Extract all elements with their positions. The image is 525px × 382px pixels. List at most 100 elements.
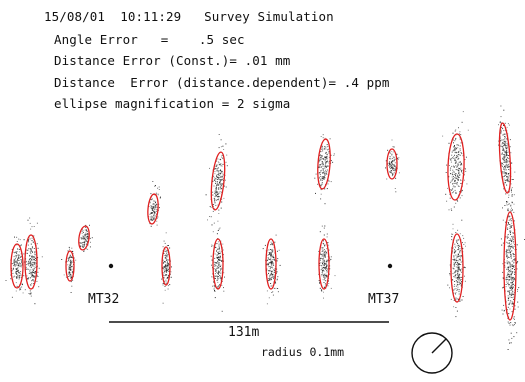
scatter-point (217, 272, 219, 274)
scatter-point (16, 268, 18, 270)
scatter-point (214, 253, 216, 255)
scatter-point (277, 291, 279, 293)
scatter-point (506, 202, 507, 204)
scatter-point (453, 191, 455, 193)
scatter-point (507, 245, 509, 247)
scatter-point (509, 302, 511, 304)
scatter-point (453, 171, 455, 173)
scatter-point (511, 303, 513, 305)
scatter-point (30, 228, 32, 230)
scatter-point (13, 260, 15, 262)
scatter-point (457, 185, 459, 187)
scatter-point (18, 238, 20, 240)
scatter-point (11, 270, 13, 272)
scatter-point (321, 177, 323, 179)
scatter-point (455, 259, 457, 261)
scatter-point (218, 198, 220, 200)
scatter-point (452, 273, 454, 275)
scatter-point (33, 248, 35, 249)
scatter-point (505, 164, 507, 166)
scatter-point (510, 276, 512, 278)
scatter-point (321, 290, 323, 292)
scatter-point (505, 221, 507, 223)
scatter-point (29, 284, 31, 286)
scatter-point (451, 158, 453, 159)
scatter-point (214, 193, 216, 194)
scatter-point (222, 157, 224, 159)
scatter-point (453, 142, 454, 144)
scatter-point (82, 235, 84, 237)
scatter-point (217, 191, 219, 193)
scatter-point (169, 284, 171, 286)
scatter-point (218, 267, 220, 269)
scatter-point (455, 162, 457, 163)
scatter-point (72, 253, 74, 255)
scatter-point (215, 265, 217, 267)
scatter-point (507, 177, 509, 179)
scatter-point (156, 217, 158, 219)
scatter-point (450, 208, 452, 210)
scatter-point (456, 281, 458, 283)
scatter-point (451, 180, 453, 182)
scatter-point (83, 241, 85, 243)
scatter-point (29, 290, 31, 292)
scatter-point (35, 266, 37, 268)
scatter-point (216, 255, 218, 257)
scatter-point (451, 151, 453, 153)
scatter-point (454, 179, 456, 181)
scatter-point (213, 285, 215, 287)
scatter-point (457, 155, 459, 157)
scatter-point (321, 225, 323, 227)
scatter-point (323, 274, 325, 276)
scatter-point (215, 268, 217, 270)
scatter-point (503, 178, 505, 180)
scatter-point (510, 289, 512, 291)
scatter-point (504, 136, 506, 138)
scatter-point (514, 258, 516, 260)
scatter-point (221, 156, 223, 158)
scatter-point (218, 272, 220, 274)
scatter-point (325, 173, 327, 174)
scatter-point (324, 261, 326, 263)
scatter-point (460, 261, 462, 263)
scatter-point (322, 275, 324, 277)
scatter-point (165, 254, 167, 256)
scatter-point (163, 262, 164, 264)
scatter-point (325, 171, 327, 173)
scatter-point (220, 169, 221, 171)
scatter-point (71, 271, 73, 273)
scatter-point (223, 185, 225, 187)
scatter-point (503, 143, 505, 145)
scatter-point (218, 267, 220, 268)
scatter-point (17, 274, 19, 276)
scatter-point (150, 205, 152, 207)
scatter-point (16, 277, 18, 279)
scatter-point (31, 283, 33, 285)
scatter-point (31, 246, 33, 248)
scatter-point (152, 212, 154, 214)
scatter-point (508, 270, 510, 272)
scatter-point (329, 160, 330, 162)
scatter-point (456, 182, 458, 184)
scatter-point (18, 258, 20, 260)
scatter-point (162, 272, 164, 274)
scatter-point (154, 205, 156, 207)
scatter-point (455, 288, 457, 290)
scatter-point (153, 203, 155, 205)
scatter-point (504, 141, 506, 143)
scatter-point (322, 267, 324, 269)
scatter-point (501, 146, 503, 148)
error-ellipse-10 (317, 138, 331, 190)
scatter-point (458, 158, 460, 159)
scatter-point (152, 203, 154, 205)
scatter-point (386, 178, 388, 180)
scatter-point (451, 192, 453, 194)
scatter-point (220, 172, 222, 174)
scatter-point (27, 263, 29, 265)
scatter-point (214, 198, 216, 200)
scatter-point (325, 169, 326, 171)
scatter-point (270, 259, 272, 261)
scatter-point (513, 245, 515, 247)
scatter-point (34, 272, 36, 274)
scatter-point (455, 292, 457, 294)
